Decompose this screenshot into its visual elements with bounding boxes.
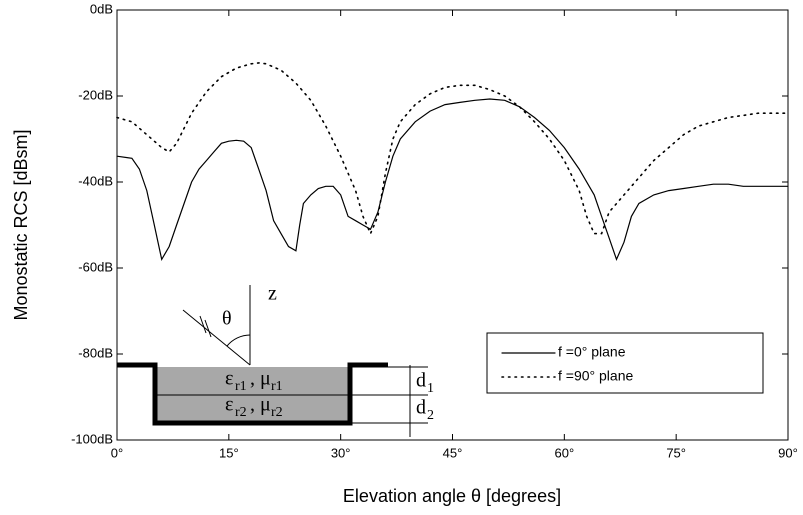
incidence-line	[182, 309, 251, 366]
dim-label: 2	[427, 408, 434, 423]
x-tick-label: 0°	[111, 445, 123, 460]
legend-label: f =90° plane	[558, 368, 633, 384]
dim-label: d	[416, 397, 426, 419]
angle-arc	[226, 334, 251, 347]
wave-mark	[199, 315, 207, 334]
x-tick-label: 45°	[443, 445, 463, 460]
theta-label: θ	[222, 308, 232, 330]
z-label: z	[268, 283, 277, 305]
x-tick-label: 30°	[331, 445, 351, 460]
series-line	[116, 62, 789, 236]
x-tick-label: 15°	[219, 445, 239, 460]
dim-label: d	[416, 370, 426, 392]
material-label: r1	[235, 379, 247, 394]
material-label: r1	[271, 379, 283, 394]
layer-fill	[157, 367, 348, 421]
series-line	[116, 98, 789, 262]
y-tick-label: -20dB	[78, 87, 113, 102]
y-tick-label: -80dB	[78, 345, 113, 360]
x-tick-label: 60°	[554, 445, 574, 460]
material-label: ε	[225, 394, 233, 416]
legend-label: f =0° plane	[558, 344, 626, 360]
y-tick-label: -40dB	[78, 173, 113, 188]
x-tick-label: 90°	[778, 445, 798, 460]
dim-label: 1	[427, 381, 434, 396]
material-label: r2	[271, 405, 283, 420]
inset-diagram: z θ ε r1 , μ r1 ε r2 , μ r2 d 1 d 2	[117, 283, 434, 437]
material-label: , μ	[250, 394, 271, 416]
legend	[486, 332, 764, 394]
x-tick-label: 75°	[666, 445, 686, 460]
y-tick-label: -60dB	[78, 259, 113, 274]
material-label: ε	[225, 368, 233, 390]
y-tick-label: 0dB	[90, 1, 113, 16]
wave-mark	[204, 319, 212, 338]
y-tick-label: -100dB	[71, 431, 113, 446]
y-axis-label: Monostatic RCS [dBsm]	[11, 129, 31, 320]
x-axis-label: Elevation angle θ [degrees]	[343, 486, 561, 506]
material-label: r2	[235, 405, 247, 420]
cavity-outline	[117, 362, 388, 426]
material-label: , μ	[250, 368, 271, 390]
